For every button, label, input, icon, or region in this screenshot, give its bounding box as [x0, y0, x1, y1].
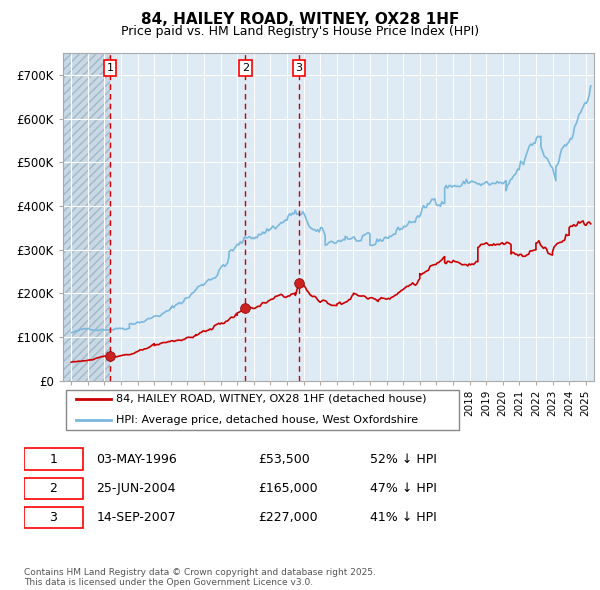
FancyBboxPatch shape	[65, 390, 458, 430]
Text: 41% ↓ HPI: 41% ↓ HPI	[370, 511, 437, 524]
FancyBboxPatch shape	[24, 448, 83, 470]
Text: Contains HM Land Registry data © Crown copyright and database right 2025.
This d: Contains HM Land Registry data © Crown c…	[24, 568, 376, 587]
Text: 2: 2	[242, 63, 249, 73]
Text: 14-SEP-2007: 14-SEP-2007	[97, 511, 176, 524]
Text: £227,000: £227,000	[259, 511, 318, 524]
Text: 2: 2	[49, 481, 57, 495]
Text: 1: 1	[107, 63, 113, 73]
FancyBboxPatch shape	[24, 507, 83, 528]
Text: £165,000: £165,000	[259, 481, 318, 495]
Text: £53,500: £53,500	[259, 453, 310, 466]
Text: 84, HAILEY ROAD, WITNEY, OX28 1HF (detached house): 84, HAILEY ROAD, WITNEY, OX28 1HF (detac…	[116, 394, 427, 404]
Text: 1: 1	[49, 453, 57, 466]
Text: 47% ↓ HPI: 47% ↓ HPI	[370, 481, 437, 495]
Text: 3: 3	[295, 63, 302, 73]
FancyBboxPatch shape	[24, 477, 83, 499]
Text: HPI: Average price, detached house, West Oxfordshire: HPI: Average price, detached house, West…	[116, 415, 418, 425]
Text: Price paid vs. HM Land Registry's House Price Index (HPI): Price paid vs. HM Land Registry's House …	[121, 25, 479, 38]
Text: 52% ↓ HPI: 52% ↓ HPI	[370, 453, 437, 466]
Text: 25-JUN-2004: 25-JUN-2004	[97, 481, 176, 495]
Bar	[63, 53, 110, 381]
Text: 84, HAILEY ROAD, WITNEY, OX28 1HF: 84, HAILEY ROAD, WITNEY, OX28 1HF	[141, 12, 459, 27]
Text: 03-MAY-1996: 03-MAY-1996	[97, 453, 177, 466]
Text: 3: 3	[49, 511, 57, 524]
